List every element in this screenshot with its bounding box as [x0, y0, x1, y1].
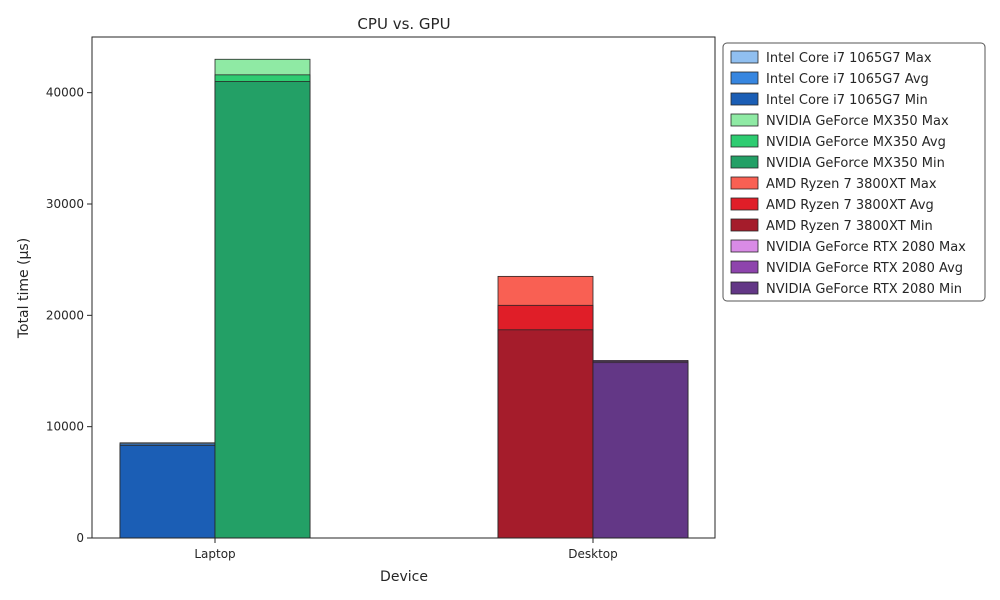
legend: Intel Core i7 1065G7 Max Intel Core i7 10…	[722, 42, 986, 302]
bars-layer	[119, 58, 689, 539]
legend-label: Intel Core i7 1065G7 Max	[766, 51, 932, 66]
y-axis-label: Total time (µs)	[16, 238, 32, 339]
bar-nvidia-geforce-rtx-2080-min	[592, 362, 689, 539]
legend-label: AMD Ryzen 7 3800XT Min	[766, 219, 933, 234]
legend-label: NVIDIA GeForce RTX 2080 Max	[766, 240, 966, 255]
legend-swatch	[730, 197, 759, 211]
legend-swatch	[730, 155, 759, 169]
bar-intel-core-i7-1065g7-min	[119, 445, 216, 539]
legend-swatch	[730, 113, 759, 127]
x-tick-label: Desktop	[568, 547, 618, 561]
legend-swatch	[730, 176, 759, 190]
legend-swatch	[730, 50, 759, 64]
legend-label: NVIDIA GeForce RTX 2080 Min	[766, 282, 962, 297]
chart-title: CPU vs. GPU	[357, 15, 450, 33]
bar-amd-ryzen-7-3800xt-min	[497, 329, 594, 539]
legend-label: NVIDIA GeForce MX350 Avg	[766, 135, 946, 150]
y-tick-label: 30000	[46, 197, 84, 211]
legend-swatch	[730, 239, 759, 253]
legend-label: AMD Ryzen 7 3800XT Max	[766, 177, 937, 192]
legend-box	[722, 42, 986, 302]
legend-swatch	[730, 92, 759, 106]
legend-swatch	[730, 218, 759, 232]
bar-nvidia-geforce-mx350-min	[214, 81, 311, 539]
legend-label: AMD Ryzen 7 3800XT Avg	[766, 198, 934, 213]
legend-label: Intel Core i7 1065G7 Min	[766, 93, 928, 108]
legend-label: NVIDIA GeForce RTX 2080 Avg	[766, 261, 963, 276]
x-tick-label: Laptop	[194, 547, 235, 561]
y-tick-label: 0	[76, 531, 84, 545]
y-axis-ticks: 0 10000 20000 30000 40000	[46, 86, 92, 545]
legend-label: NVIDIA GeForce MX350 Min	[766, 156, 945, 171]
x-axis-ticks: Laptop Desktop	[194, 538, 618, 561]
y-tick-label: 10000	[46, 420, 84, 434]
legend-swatch	[730, 281, 759, 295]
y-tick-label: 20000	[46, 308, 84, 322]
x-axis-label: Device	[380, 569, 428, 585]
legend-swatch	[730, 134, 759, 148]
y-tick-label: 40000	[46, 86, 84, 100]
legend-swatch	[730, 260, 759, 274]
legend-label: NVIDIA GeForce MX350 Max	[766, 114, 949, 129]
legend-swatch	[730, 71, 759, 85]
plot-frame	[91, 36, 716, 539]
legend-label: Intel Core i7 1065G7 Avg	[766, 72, 929, 87]
